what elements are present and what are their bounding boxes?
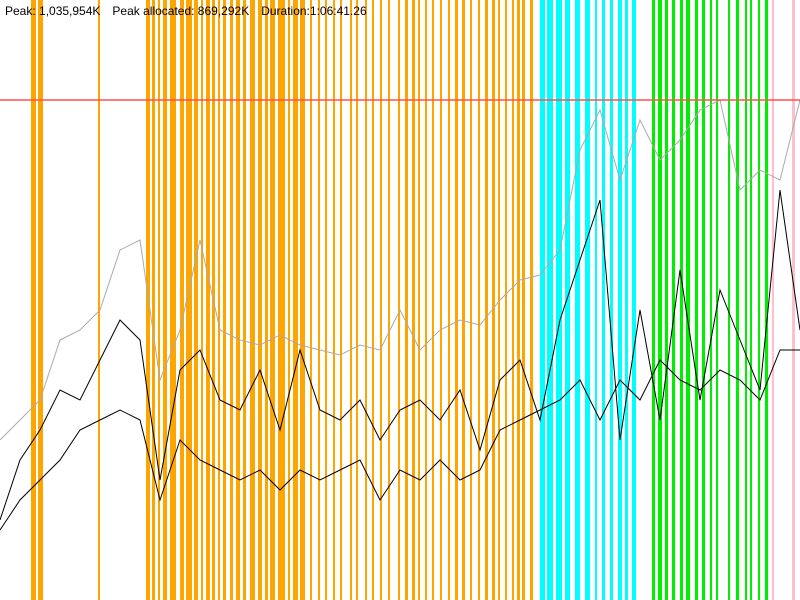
event-band (517, 0, 520, 600)
event-band (412, 0, 415, 600)
event-band (293, 0, 298, 600)
event-band (478, 0, 480, 600)
event-band (728, 0, 730, 600)
event-band (522, 0, 525, 600)
series-line (0, 189, 800, 521)
event-band (425, 0, 427, 600)
event-bands (31, 0, 795, 600)
event-band (180, 0, 184, 600)
event-band (325, 0, 327, 600)
event-band (31, 0, 36, 600)
event-band (201, 0, 203, 600)
event-band (398, 0, 400, 600)
event-band (448, 0, 450, 600)
event-band (512, 0, 514, 600)
event-band (702, 0, 705, 600)
event-band (372, 0, 374, 600)
event-band (146, 0, 150, 600)
event-band (462, 0, 465, 600)
event-band (405, 0, 408, 600)
event-band (310, 0, 312, 600)
event-band (38, 0, 43, 600)
event-band (716, 0, 718, 600)
event-band (556, 0, 562, 600)
event-band (440, 0, 442, 600)
event-band (632, 0, 636, 600)
event-band (680, 0, 683, 600)
event-band (236, 0, 240, 600)
event-band (278, 0, 285, 600)
event-band (194, 0, 198, 600)
event-band (455, 0, 458, 600)
event-band (498, 0, 500, 600)
event-band (485, 0, 488, 600)
event-band (206, 0, 210, 600)
event-band (625, 0, 628, 600)
event-band (243, 0, 246, 600)
event-band (672, 0, 675, 600)
event-band (318, 0, 320, 600)
event-band (333, 0, 335, 600)
event-band (610, 0, 613, 600)
event-band (736, 0, 739, 600)
event-band (658, 0, 662, 600)
event-band (745, 0, 747, 600)
event-band (170, 0, 176, 600)
event-band (265, 0, 268, 600)
event-band (765, 0, 768, 600)
event-band (350, 0, 352, 600)
series-lines (0, 99, 800, 531)
event-band (575, 0, 580, 600)
event-band (218, 0, 220, 600)
event-band (230, 0, 233, 600)
event-band (710, 0, 712, 600)
event-band (288, 0, 290, 600)
event-band (365, 0, 367, 600)
event-band (152, 0, 155, 600)
peak-allocated: Peak allocated: 869,292K (112, 4, 249, 18)
event-band (380, 0, 382, 600)
event-band (432, 0, 434, 600)
event-band (388, 0, 390, 600)
event-band (250, 0, 255, 600)
event-band (186, 0, 192, 600)
event-band (758, 0, 760, 600)
series-line (0, 349, 800, 531)
event-band (772, 0, 774, 600)
event-band (565, 0, 570, 600)
event-band (158, 0, 160, 600)
event-band (750, 0, 752, 600)
event-band (686, 0, 690, 600)
event-band (470, 0, 472, 600)
event-band (652, 0, 655, 600)
event-band (585, 0, 590, 600)
event-band (792, 0, 795, 600)
event-band (602, 0, 605, 600)
event-band (492, 0, 495, 600)
event-band (340, 0, 342, 600)
series-line (0, 99, 800, 441)
event-band (547, 0, 553, 600)
event-band (540, 0, 545, 600)
header: Peak: 1,035,954K Peak allocated: 869,292K… (5, 4, 367, 18)
event-band (618, 0, 622, 600)
event-band (695, 0, 698, 600)
event-band (530, 0, 533, 600)
event-band (300, 0, 305, 600)
event-band (418, 0, 420, 600)
event-band (595, 0, 597, 600)
peak: Peak: 1,035,954K (5, 4, 100, 18)
event-band (223, 0, 226, 600)
event-band (258, 0, 262, 600)
event-band (270, 0, 275, 600)
event-band (163, 0, 167, 600)
event-band (505, 0, 507, 600)
event-band (665, 0, 668, 600)
event-band (98, 0, 100, 600)
event-band (356, 0, 358, 600)
duration: Duration:1:06:41.26 (261, 4, 367, 18)
